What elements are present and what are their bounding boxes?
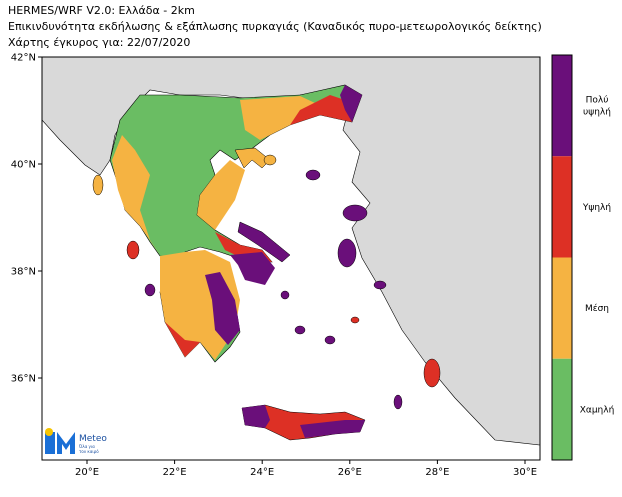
logo-tagline: τον καιρό bbox=[79, 449, 99, 454]
island bbox=[350, 316, 360, 324]
evia bbox=[237, 221, 291, 263]
legend-swatch bbox=[552, 156, 572, 258]
island bbox=[280, 290, 290, 300]
x-tick-label: 28°E bbox=[425, 467, 449, 478]
legend-label: Υψηλή bbox=[582, 203, 611, 213]
logo-mark bbox=[45, 432, 55, 454]
very-high-zone bbox=[205, 272, 240, 345]
chalkidiki bbox=[234, 147, 271, 169]
very-high-zone bbox=[300, 420, 365, 438]
date-line: Χάρτης έγκυρος για: 22/07/2020 bbox=[8, 36, 190, 49]
legend-label: Μέση bbox=[585, 303, 609, 314]
logo: Meteo Όλα για τον καιρό bbox=[45, 428, 107, 454]
legend-frame bbox=[551, 54, 573, 461]
thasos bbox=[263, 154, 277, 166]
very-high-zone bbox=[340, 85, 362, 122]
karpathos bbox=[393, 394, 403, 410]
legend-label: υψηλή bbox=[583, 108, 611, 118]
x-tick-label: 24°E bbox=[250, 467, 274, 478]
x-tick-label: 22°E bbox=[163, 467, 187, 478]
legend-swatch bbox=[552, 55, 572, 157]
lesvos bbox=[342, 204, 368, 222]
legend-label: Πολύ bbox=[586, 95, 609, 106]
corfu bbox=[92, 174, 104, 196]
legend: Πολύ υψηλή Υψηλή Μέση Χαμηλή bbox=[551, 54, 615, 461]
y-tick-label: 36°N bbox=[11, 374, 36, 385]
logo-mark bbox=[57, 432, 75, 454]
chios bbox=[337, 238, 357, 268]
high-zone bbox=[165, 322, 200, 357]
high-zone bbox=[290, 95, 352, 125]
very-high-zone bbox=[242, 405, 270, 428]
map bbox=[41, 56, 541, 461]
logo-name: Meteo bbox=[79, 434, 107, 444]
y-tick-label: 40°N bbox=[11, 160, 36, 171]
title: HERMES/WRF V2.0: Ελλάδα - 2km bbox=[8, 4, 195, 17]
x-tick-label: 26°E bbox=[338, 467, 362, 478]
subtitle: Επικινδυνότητα εκδήλωσης & εξάπλωσης πυρ… bbox=[8, 20, 542, 33]
y-tick-label: 38°N bbox=[11, 267, 36, 278]
island bbox=[294, 325, 306, 335]
x-tick-label: 30°E bbox=[513, 467, 537, 478]
axis-ticks: 20°E 22°E 24°E 26°E 28°E 30°E 42°N 40°N 38°N 36°N bbox=[11, 53, 537, 479]
logo-tagline: Όλα για bbox=[78, 444, 95, 449]
legend-label: Χαμηλή bbox=[580, 405, 615, 415]
logo-sun bbox=[45, 428, 53, 436]
kefalonia bbox=[126, 240, 140, 260]
samos bbox=[373, 280, 387, 290]
zakynthos bbox=[144, 283, 156, 297]
legend-swatch bbox=[552, 358, 572, 460]
lemnos bbox=[305, 169, 321, 181]
moderate-zone bbox=[197, 160, 245, 230]
island bbox=[324, 335, 336, 345]
x-tick-label: 20°E bbox=[75, 467, 99, 478]
legend-swatch bbox=[552, 257, 572, 359]
moderate-zone bbox=[112, 135, 160, 255]
map-frame bbox=[41, 56, 541, 461]
y-tick-label: 42°N bbox=[11, 53, 36, 64]
rhodes bbox=[423, 358, 441, 388]
very-high-zone bbox=[230, 252, 275, 285]
